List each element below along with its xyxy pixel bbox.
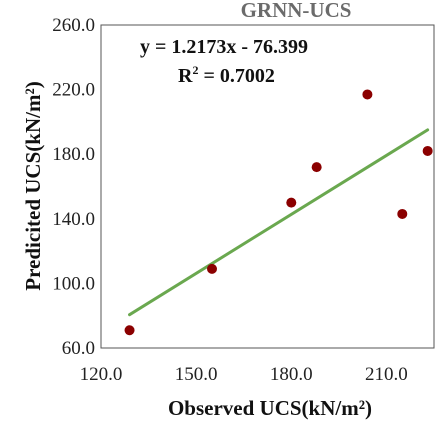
data-point <box>422 145 433 156</box>
x-tick-label: 150.0 <box>175 364 218 385</box>
x-axis-title: Observed UCS(kN/m²) <box>168 396 372 420</box>
x-tick-label: 120.0 <box>80 364 123 385</box>
r-squared-value: = 0.7002 <box>198 65 274 87</box>
regression-equation: y = 1.2173x - 76.399 <box>140 36 308 58</box>
y-tick-label: 140.0 <box>52 209 95 230</box>
y-tick-label: 180.0 <box>52 144 95 165</box>
y-axis-title: Predicited UCS(kN/m²) <box>21 81 45 290</box>
plot-area-frame <box>100 24 435 349</box>
chart-title: GRNN-UCS <box>241 0 352 22</box>
y-tick-label: 60.0 <box>62 338 95 359</box>
data-point <box>397 208 408 219</box>
y-tick-label: 260.0 <box>52 15 95 36</box>
r-squared-label: R2 = 0.7002 <box>178 63 275 87</box>
data-point <box>286 197 297 208</box>
x-axis-ticks: 120.0 150.0 180.0 210.0 <box>80 364 408 385</box>
y-axis-ticks: 60.0 100.0 140.0 180.0 220.0 260.0 <box>52 15 95 359</box>
data-points <box>124 89 433 336</box>
x-tick-label: 180.0 <box>270 364 313 385</box>
y-tick-label: 220.0 <box>52 80 95 101</box>
trendline <box>128 128 430 317</box>
data-point <box>207 263 217 274</box>
r-squared-symbol: R <box>178 65 193 87</box>
data-point <box>124 325 135 336</box>
r-squared-exponent: 2 <box>192 63 198 77</box>
data-point <box>311 162 322 173</box>
y-tick-label: 100.0 <box>52 273 95 294</box>
data-point <box>362 89 373 100</box>
x-tick-label: 210.0 <box>365 364 408 385</box>
